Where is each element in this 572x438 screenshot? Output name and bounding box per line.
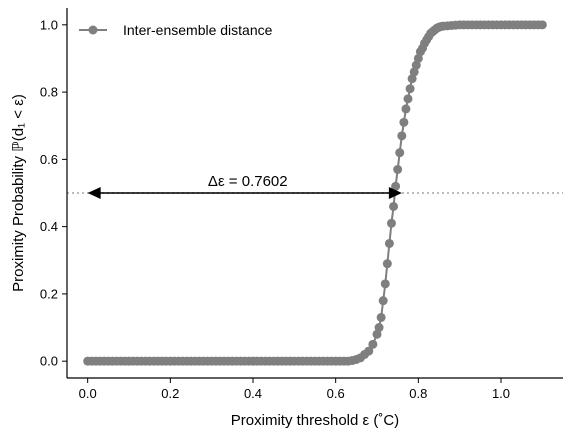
- data-point: [386, 218, 396, 228]
- legend: Inter-ensemble distance: [79, 22, 273, 38]
- data-point: [537, 20, 547, 30]
- data-point: [401, 104, 411, 114]
- annotation-arrowhead-right: [388, 187, 402, 199]
- y-tick-label: 0.0: [40, 354, 58, 369]
- data-point: [364, 346, 374, 356]
- annotation-label: Δε = 0.7602: [208, 173, 288, 190]
- x-tick-label: 0.0: [79, 386, 97, 401]
- data-point: [378, 296, 388, 306]
- y-tick-label: 1.0: [40, 17, 58, 32]
- data-point: [368, 339, 378, 349]
- data-point: [399, 117, 409, 127]
- x-tick-label: 1.0: [492, 386, 510, 401]
- data-point: [397, 131, 407, 141]
- data-point: [382, 259, 392, 269]
- x-tick-label: 0.2: [161, 386, 179, 401]
- legend-label: Inter-ensemble distance: [123, 22, 273, 38]
- y-tick-label: 0.4: [40, 219, 58, 234]
- data-point: [405, 84, 415, 94]
- x-axis-label: Proximity threshold ε (˚C): [231, 412, 399, 429]
- y-tick-label: 0.6: [40, 152, 58, 167]
- data-point: [380, 279, 390, 289]
- data-point: [389, 201, 399, 211]
- data-point: [391, 181, 401, 191]
- series-group: [83, 20, 547, 366]
- data-point: [376, 312, 386, 322]
- data-point: [374, 323, 384, 333]
- data-point: [395, 148, 405, 158]
- y-axis-label: Proximity Probability ℙ(d₁ < ε): [10, 94, 27, 292]
- axes-group: 0.0 0.2 0.4 0.6 0.8 1.0 0.0 0.2 0.4 0.6 0.8 1.0: [40, 8, 563, 401]
- annotation-arrowhead-left: [87, 187, 101, 199]
- x-tick-label: 0.8: [409, 386, 427, 401]
- y-tick-label: 0.2: [40, 286, 58, 301]
- legend-marker: [88, 25, 98, 35]
- x-tick-label: 0.6: [327, 386, 345, 401]
- data-point: [384, 238, 394, 248]
- y-tick-label: 0.8: [40, 85, 58, 100]
- x-tick-label: 0.4: [244, 386, 262, 401]
- data-point: [393, 164, 403, 174]
- data-point: [403, 94, 413, 104]
- annotation-group: Δε = 0.7602: [87, 173, 402, 199]
